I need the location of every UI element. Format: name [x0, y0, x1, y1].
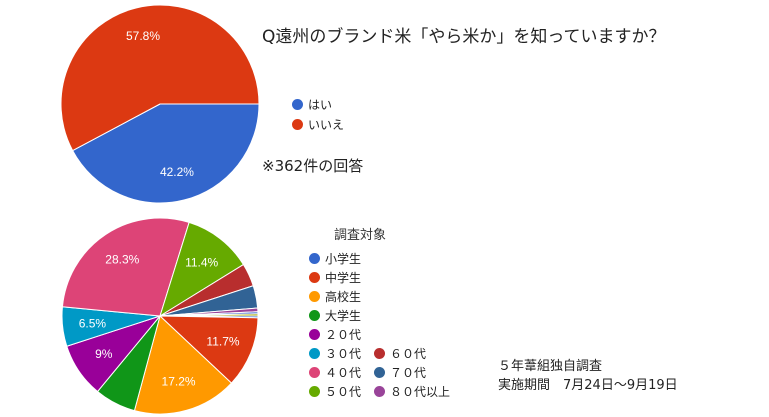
legend-item-60s[interactable]: ６０代	[374, 345, 426, 362]
pie2-slice-12[interactable]	[159, 313, 259, 317]
legend-label-yes: はい	[308, 98, 333, 112]
legend-item-50s[interactable]: ５０代	[309, 383, 361, 400]
legend-label-40s: ４０代	[325, 366, 362, 380]
legend-swatch-elementary	[309, 253, 320, 264]
legend-label-high-school: 高校生	[325, 290, 362, 304]
response-count-note: ※362件の回答	[262, 157, 364, 175]
legend-label-70s: ７０代	[390, 366, 427, 380]
legend-label-80s-plus: ８０代以上	[390, 385, 451, 399]
chart-title: Q遠州のブランド米「やら米か」を知っていますか？	[262, 27, 666, 47]
legend-item-elementary[interactable]: 小学生	[309, 250, 361, 267]
pie2-slice-label-7: 11.4%	[185, 255, 218, 269]
pie2-slice-1[interactable]	[158, 315, 259, 384]
pie1-slice-label-1: 57.8%	[126, 29, 160, 43]
pie2-slice-label-4: 9%	[95, 347, 113, 361]
legend-swatch-high-school	[309, 291, 320, 302]
pie2-slice-label-2: 17.2%	[162, 374, 196, 388]
legend-title-survey-target: 調査対象	[334, 228, 387, 243]
survey-period-text: 実施期間 7月24日〜9月19日	[498, 378, 678, 393]
legend-item-80s-plus[interactable]: ８０代以上	[374, 383, 450, 400]
legend-label-junior-high: 中学生	[325, 271, 362, 285]
legend-item-20s[interactable]: ２０代	[309, 326, 361, 343]
legend-swatch-60s	[374, 348, 385, 359]
pie2-slice-6[interactable]	[61, 217, 190, 317]
pie2-slice-label-1: 11.7%	[206, 335, 239, 349]
legend-swatch-50s	[309, 386, 320, 397]
pie1-slice-1[interactable]	[60, 4, 260, 152]
legend-label-50s: ５０代	[325, 385, 362, 399]
legend-swatch-80s-plus	[374, 386, 385, 397]
legend-swatch-70s	[374, 367, 385, 378]
legend-item-junior-high[interactable]: 中学生	[309, 269, 361, 286]
legend-label-60s: ６０代	[390, 347, 427, 361]
legend-swatch-40s	[309, 367, 320, 378]
legend-item-40s[interactable]: ４０代	[309, 364, 361, 381]
legend-item-high-school[interactable]: 高校生	[309, 288, 361, 305]
pie2-slice-label-5: 6.5%	[79, 316, 107, 330]
legend-item-30s[interactable]: ３０代	[309, 345, 361, 362]
legend-swatch-20s	[309, 329, 320, 340]
legend-swatch-university	[309, 310, 320, 321]
pie1-slice-0[interactable]	[71, 103, 260, 204]
legend-item-university[interactable]: 大学生	[309, 307, 361, 324]
legend-label-20s: ２０代	[325, 328, 362, 342]
pie2-slice-7[interactable]	[159, 221, 245, 318]
legend-label-no: いいえ	[308, 118, 345, 132]
survey-source-text: ５年葦組独自調査	[498, 359, 603, 374]
legend-swatch-junior-high	[309, 272, 320, 283]
legend-item-no[interactable]: いいえ	[292, 116, 344, 133]
legend-label-university: 大学生	[325, 309, 362, 323]
pie1-slice-label-0: 42.2%	[160, 165, 194, 179]
pie2-slice-2[interactable]	[133, 315, 233, 415]
legend-swatch-yes	[292, 99, 303, 110]
pie2-slice-label-6: 28.3%	[105, 252, 139, 266]
legend-swatch-30s	[309, 348, 320, 359]
legend-swatch-no	[292, 119, 303, 130]
legend-item-yes[interactable]: はい	[292, 96, 332, 113]
legend-label-elementary: 小学生	[325, 252, 362, 266]
legend-item-70s[interactable]: ７０代	[374, 364, 426, 381]
legend-label-30s: ３０代	[325, 347, 362, 361]
